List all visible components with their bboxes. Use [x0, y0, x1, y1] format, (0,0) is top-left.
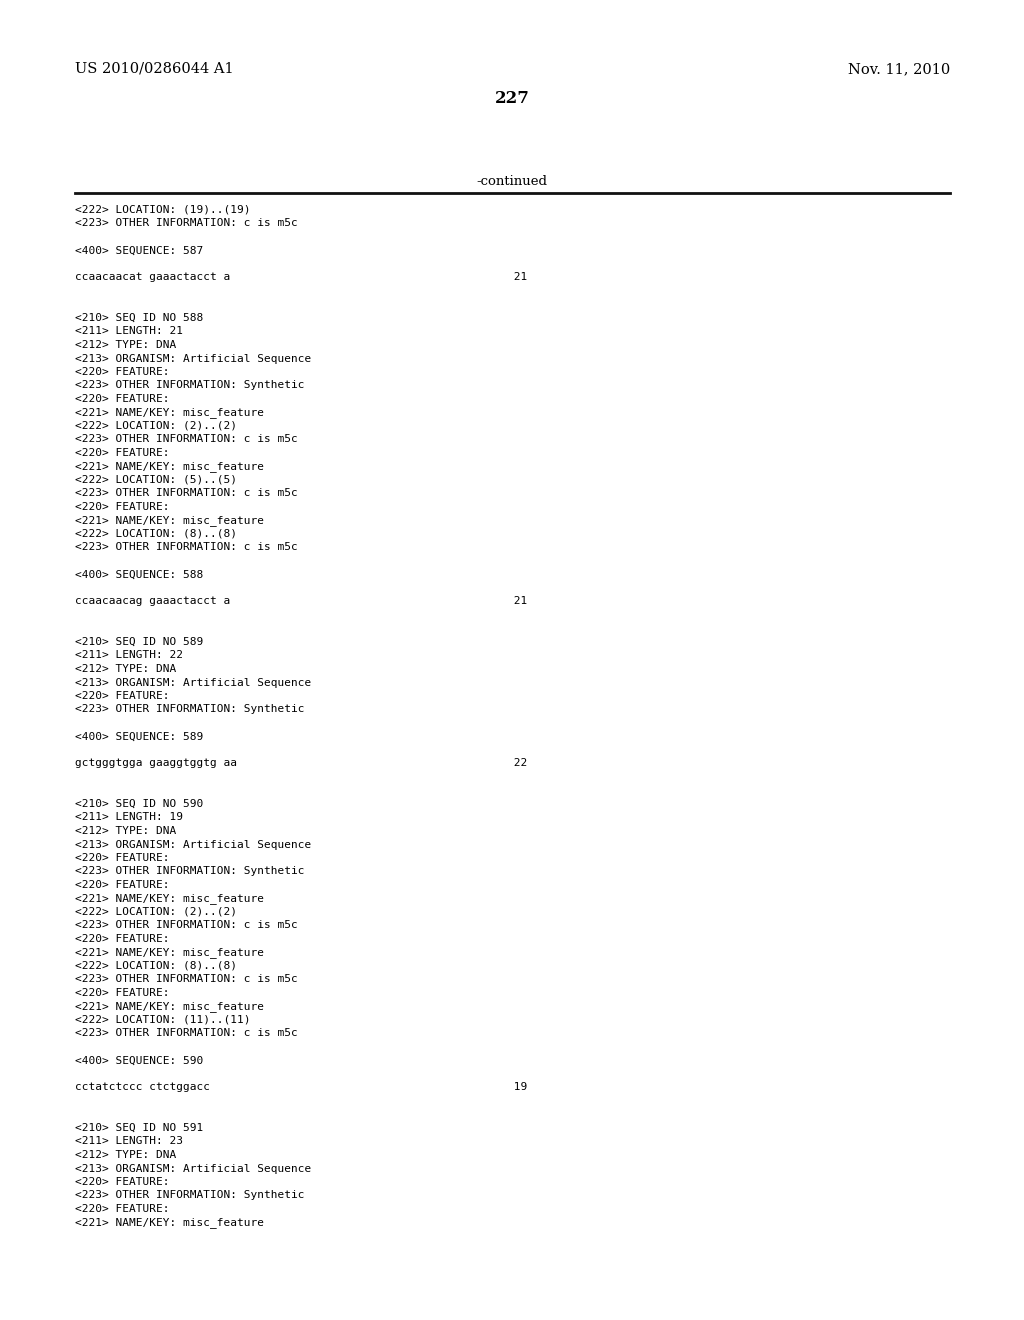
- Text: <220> FEATURE:: <220> FEATURE:: [75, 1177, 170, 1187]
- Text: <212> TYPE: DNA: <212> TYPE: DNA: [75, 341, 176, 350]
- Text: <220> FEATURE:: <220> FEATURE:: [75, 853, 170, 863]
- Text: <213> ORGANISM: Artificial Sequence: <213> ORGANISM: Artificial Sequence: [75, 354, 311, 363]
- Text: <222> LOCATION: (11)..(11): <222> LOCATION: (11)..(11): [75, 1015, 251, 1026]
- Text: gctgggtgga gaaggtggtg aa                                         22: gctgggtgga gaaggtggtg aa 22: [75, 759, 527, 768]
- Text: <213> ORGANISM: Artificial Sequence: <213> ORGANISM: Artificial Sequence: [75, 1163, 311, 1173]
- Text: <222> LOCATION: (2)..(2): <222> LOCATION: (2)..(2): [75, 907, 237, 917]
- Text: -continued: -continued: [476, 176, 548, 187]
- Text: ccaacaacag gaaactacct a                                          21: ccaacaacag gaaactacct a 21: [75, 597, 527, 606]
- Text: <212> TYPE: DNA: <212> TYPE: DNA: [75, 1150, 176, 1160]
- Text: <222> LOCATION: (8)..(8): <222> LOCATION: (8)..(8): [75, 529, 237, 539]
- Text: <223> OTHER INFORMATION: Synthetic: <223> OTHER INFORMATION: Synthetic: [75, 1191, 304, 1200]
- Text: <223> OTHER INFORMATION: Synthetic: <223> OTHER INFORMATION: Synthetic: [75, 705, 304, 714]
- Text: US 2010/0286044 A1: US 2010/0286044 A1: [75, 62, 233, 77]
- Text: <212> TYPE: DNA: <212> TYPE: DNA: [75, 664, 176, 675]
- Text: <221> NAME/KEY: misc_feature: <221> NAME/KEY: misc_feature: [75, 1217, 264, 1229]
- Text: <220> FEATURE:: <220> FEATURE:: [75, 393, 170, 404]
- Text: <221> NAME/KEY: misc_feature: <221> NAME/KEY: misc_feature: [75, 408, 264, 418]
- Text: <211> LENGTH: 21: <211> LENGTH: 21: [75, 326, 183, 337]
- Text: <210> SEQ ID NO 588: <210> SEQ ID NO 588: [75, 313, 203, 323]
- Text: <223> OTHER INFORMATION: Synthetic: <223> OTHER INFORMATION: Synthetic: [75, 866, 304, 876]
- Text: 227: 227: [495, 90, 529, 107]
- Text: <212> TYPE: DNA: <212> TYPE: DNA: [75, 826, 176, 836]
- Text: <220> FEATURE:: <220> FEATURE:: [75, 935, 170, 944]
- Text: ccaacaacat gaaactacct a                                          21: ccaacaacat gaaactacct a 21: [75, 272, 527, 282]
- Text: <220> FEATURE:: <220> FEATURE:: [75, 447, 170, 458]
- Text: <400> SEQUENCE: 588: <400> SEQUENCE: 588: [75, 569, 203, 579]
- Text: <400> SEQUENCE: 589: <400> SEQUENCE: 589: [75, 731, 203, 742]
- Text: <220> FEATURE:: <220> FEATURE:: [75, 987, 170, 998]
- Text: <210> SEQ ID NO 589: <210> SEQ ID NO 589: [75, 638, 203, 647]
- Text: <221> NAME/KEY: misc_feature: <221> NAME/KEY: misc_feature: [75, 1002, 264, 1012]
- Text: <220> FEATURE:: <220> FEATURE:: [75, 367, 170, 378]
- Text: <223> OTHER INFORMATION: c is m5c: <223> OTHER INFORMATION: c is m5c: [75, 974, 298, 985]
- Text: <223> OTHER INFORMATION: c is m5c: <223> OTHER INFORMATION: c is m5c: [75, 920, 298, 931]
- Text: <210> SEQ ID NO 590: <210> SEQ ID NO 590: [75, 799, 203, 809]
- Text: <223> OTHER INFORMATION: c is m5c: <223> OTHER INFORMATION: c is m5c: [75, 488, 298, 499]
- Text: <220> FEATURE:: <220> FEATURE:: [75, 690, 170, 701]
- Text: <223> OTHER INFORMATION: c is m5c: <223> OTHER INFORMATION: c is m5c: [75, 434, 298, 445]
- Text: <400> SEQUENCE: 590: <400> SEQUENCE: 590: [75, 1056, 203, 1065]
- Text: <223> OTHER INFORMATION: Synthetic: <223> OTHER INFORMATION: Synthetic: [75, 380, 304, 391]
- Text: <211> LENGTH: 22: <211> LENGTH: 22: [75, 651, 183, 660]
- Text: <211> LENGTH: 19: <211> LENGTH: 19: [75, 813, 183, 822]
- Text: <220> FEATURE:: <220> FEATURE:: [75, 880, 170, 890]
- Text: <222> LOCATION: (2)..(2): <222> LOCATION: (2)..(2): [75, 421, 237, 432]
- Text: <221> NAME/KEY: misc_feature: <221> NAME/KEY: misc_feature: [75, 948, 264, 958]
- Text: <222> LOCATION: (5)..(5): <222> LOCATION: (5)..(5): [75, 475, 237, 484]
- Text: <213> ORGANISM: Artificial Sequence: <213> ORGANISM: Artificial Sequence: [75, 840, 311, 850]
- Text: <221> NAME/KEY: misc_feature: <221> NAME/KEY: misc_feature: [75, 894, 264, 904]
- Text: <400> SEQUENCE: 587: <400> SEQUENCE: 587: [75, 246, 203, 256]
- Text: <221> NAME/KEY: misc_feature: <221> NAME/KEY: misc_feature: [75, 462, 264, 473]
- Text: <210> SEQ ID NO 591: <210> SEQ ID NO 591: [75, 1123, 203, 1133]
- Text: <220> FEATURE:: <220> FEATURE:: [75, 502, 170, 512]
- Text: <220> FEATURE:: <220> FEATURE:: [75, 1204, 170, 1214]
- Text: <213> ORGANISM: Artificial Sequence: <213> ORGANISM: Artificial Sequence: [75, 677, 311, 688]
- Text: <223> OTHER INFORMATION: c is m5c: <223> OTHER INFORMATION: c is m5c: [75, 543, 298, 553]
- Text: <221> NAME/KEY: misc_feature: <221> NAME/KEY: misc_feature: [75, 516, 264, 527]
- Text: cctatctccc ctctggacc                                             19: cctatctccc ctctggacc 19: [75, 1082, 527, 1093]
- Text: <222> LOCATION: (19)..(19): <222> LOCATION: (19)..(19): [75, 205, 251, 215]
- Text: <222> LOCATION: (8)..(8): <222> LOCATION: (8)..(8): [75, 961, 237, 972]
- Text: Nov. 11, 2010: Nov. 11, 2010: [848, 62, 950, 77]
- Text: <223> OTHER INFORMATION: c is m5c: <223> OTHER INFORMATION: c is m5c: [75, 1028, 298, 1039]
- Text: <223> OTHER INFORMATION: c is m5c: <223> OTHER INFORMATION: c is m5c: [75, 219, 298, 228]
- Text: <211> LENGTH: 23: <211> LENGTH: 23: [75, 1137, 183, 1147]
